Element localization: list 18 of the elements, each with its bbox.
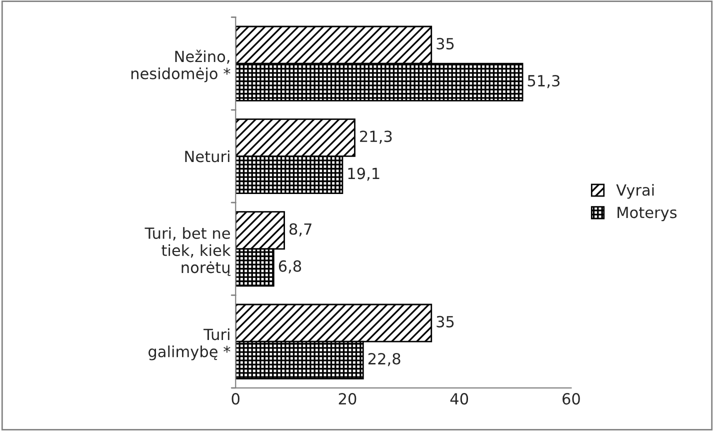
data-label: 35 xyxy=(436,38,454,50)
y-tick-label: Nežino, nesidomėjo * xyxy=(131,50,230,82)
x-tick-label: 20 xyxy=(338,393,356,405)
data-label: 6,8 xyxy=(278,260,302,274)
y-tick-label: Turi, bet ne tiek, kiek norėtų xyxy=(144,227,231,276)
x-tick-label: 0 xyxy=(232,393,240,405)
data-label: 19,1 xyxy=(348,168,380,181)
y-tick-label: Turi galimybę * xyxy=(148,328,230,360)
data-label: 8,7 xyxy=(289,223,312,236)
x-tick-label: 40 xyxy=(450,393,468,405)
legend-label: Moterys xyxy=(618,206,677,222)
data-label: 35 xyxy=(436,316,454,328)
y-tick-label: Neturi xyxy=(185,150,230,162)
data-label: 22,8 xyxy=(368,352,400,366)
x-tick-label: 60 xyxy=(562,393,580,405)
legend-label: Vyrai xyxy=(616,184,654,199)
data-label: 21,3 xyxy=(360,130,392,144)
data-label: 51,3 xyxy=(528,74,560,88)
